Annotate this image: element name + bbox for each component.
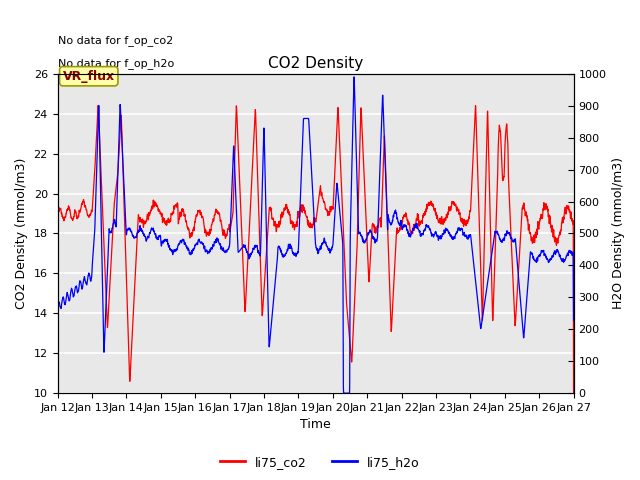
Legend: li75_co2, li75_h2o: li75_co2, li75_h2o — [215, 451, 425, 474]
Y-axis label: H2O Density (mmol/m3): H2O Density (mmol/m3) — [612, 157, 625, 310]
Title: CO2 Density: CO2 Density — [268, 56, 363, 71]
Text: VR_flux: VR_flux — [63, 70, 115, 83]
Text: No data for f_op_co2: No data for f_op_co2 — [58, 36, 173, 47]
Y-axis label: CO2 Density (mmol/m3): CO2 Density (mmol/m3) — [15, 158, 28, 309]
Text: No data for f_op_h2o: No data for f_op_h2o — [58, 58, 174, 69]
X-axis label: Time: Time — [300, 419, 331, 432]
